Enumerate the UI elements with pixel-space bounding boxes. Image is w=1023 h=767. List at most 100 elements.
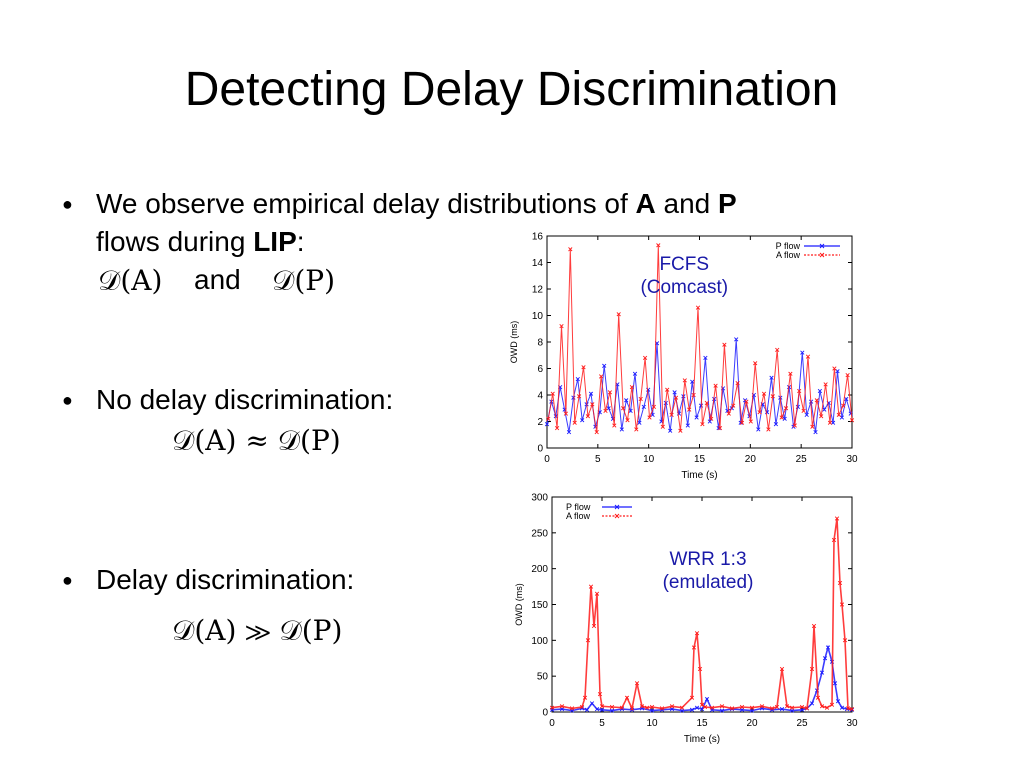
chart-annotation-line: (Comcast) — [640, 277, 728, 298]
p-flow-point — [769, 375, 774, 380]
p-flow-point — [782, 416, 787, 422]
a-flow-point — [761, 391, 767, 396]
a-flow-line — [547, 245, 853, 433]
a-flow-point — [766, 427, 771, 432]
a-flow-point — [588, 584, 594, 589]
p-flow-point — [566, 429, 572, 435]
a-flow-point — [744, 399, 749, 404]
a-flow-point — [775, 347, 780, 353]
a-flow-point — [739, 704, 745, 710]
a-flow-point — [839, 602, 845, 607]
p-flow-point — [756, 427, 761, 432]
a-flow-point — [788, 371, 793, 376]
a-flow-point — [669, 412, 674, 418]
p-flow-point — [707, 419, 712, 424]
p-flow-point — [624, 398, 629, 403]
a-flow-point — [581, 365, 586, 370]
a-flow-point — [673, 395, 679, 400]
a-flow-point — [827, 420, 833, 425]
a-flow-point — [709, 416, 714, 422]
a-flow-point — [842, 638, 848, 643]
a-flow-point — [651, 404, 657, 410]
a-flow-point — [660, 424, 665, 429]
a-flow-legend-label: A flow — [776, 250, 801, 260]
a-flow-line — [551, 518, 853, 711]
p-flow-point — [819, 670, 825, 675]
p-flow-legend-marker — [614, 504, 620, 510]
y-axis-label: OWD (ms) — [509, 321, 519, 364]
a-flow-point — [837, 580, 843, 586]
y-tick-label: 14 — [532, 258, 544, 269]
a-flow-point — [599, 704, 605, 709]
y-tick-label: 250 — [531, 528, 548, 539]
x-tick-label: 25 — [796, 454, 808, 465]
a-flow-point — [722, 342, 727, 347]
math-much-greater: 𝒟(A) ≫ 𝒟(P) — [172, 614, 343, 647]
p-flow-point — [703, 355, 708, 361]
x-tick-label: 15 — [694, 454, 706, 465]
a-flow-point — [568, 247, 573, 252]
bullet-observe-line2: flows during LIP: — [96, 226, 305, 257]
a-flow-point — [804, 706, 810, 711]
a-flow-point — [572, 420, 577, 425]
chart-annotation-line: WRR 1:3 — [669, 549, 746, 570]
y-tick-label: 8 — [537, 338, 543, 349]
a-flow-point — [579, 704, 585, 710]
a-flow-point — [829, 702, 835, 707]
p-flow-point — [825, 645, 831, 650]
a-flow-point — [638, 396, 643, 402]
x-tick-label: 0 — [549, 718, 555, 729]
y-tick-label: 50 — [537, 672, 549, 683]
a-flow-point — [811, 623, 817, 629]
p-flow-point — [809, 701, 815, 706]
p-flow-point — [694, 415, 699, 420]
a-flow-point — [789, 705, 795, 710]
a-flow-legend-marker — [819, 252, 825, 258]
a-flow-point — [669, 704, 675, 709]
a-flow-point — [639, 704, 645, 709]
p-flow-point — [544, 421, 550, 427]
a-flow-point — [634, 427, 639, 432]
a-flow-point — [774, 704, 780, 710]
p-flow-point — [588, 391, 594, 396]
math-delay-p: 𝒟(P) — [272, 264, 336, 297]
a-flow-point — [814, 398, 819, 403]
p-flow-legend-marker — [819, 243, 825, 249]
y-tick-label: 150 — [531, 600, 548, 611]
a-flow-point — [784, 704, 790, 709]
y-tick-label: 2 — [537, 417, 543, 428]
p-flow-point — [804, 412, 809, 418]
a-flow-point — [649, 704, 655, 710]
a-flow-point — [682, 378, 687, 383]
a-flow-point — [726, 411, 731, 416]
a-flow-point — [576, 394, 582, 399]
a-flow-point — [805, 354, 811, 359]
a-flow-point — [819, 704, 825, 709]
a-flow-point — [779, 415, 784, 420]
bullet-dot: ● — [62, 570, 73, 590]
a-flow-point — [679, 705, 685, 710]
a-flow-point — [809, 666, 815, 672]
a-flow-point — [559, 704, 565, 709]
a-flow-point — [549, 705, 555, 710]
a-flow-point — [603, 408, 608, 414]
a-flow-point — [849, 706, 855, 712]
x-tick-label: 20 — [746, 718, 758, 729]
a-flow-point — [612, 423, 617, 428]
a-flow-point — [699, 702, 705, 707]
a-flow-point — [665, 387, 670, 392]
x-tick-label: 15 — [696, 718, 708, 729]
p-flow-point — [699, 706, 705, 712]
p-flow-point — [832, 681, 838, 686]
x-axis-label: Time (s) — [684, 734, 720, 745]
a-flow-point — [717, 425, 723, 431]
a-flow-point — [634, 681, 640, 686]
a-flow-point — [678, 428, 683, 433]
a-flow-point — [845, 372, 850, 378]
page-title: Detecting Delay Discrimination — [184, 63, 839, 116]
x-tick-label: 20 — [745, 454, 757, 465]
a-flow-point — [845, 706, 851, 711]
a-flow-point — [770, 394, 775, 399]
a-flow-point — [550, 391, 555, 396]
a-flow-point — [702, 704, 708, 710]
